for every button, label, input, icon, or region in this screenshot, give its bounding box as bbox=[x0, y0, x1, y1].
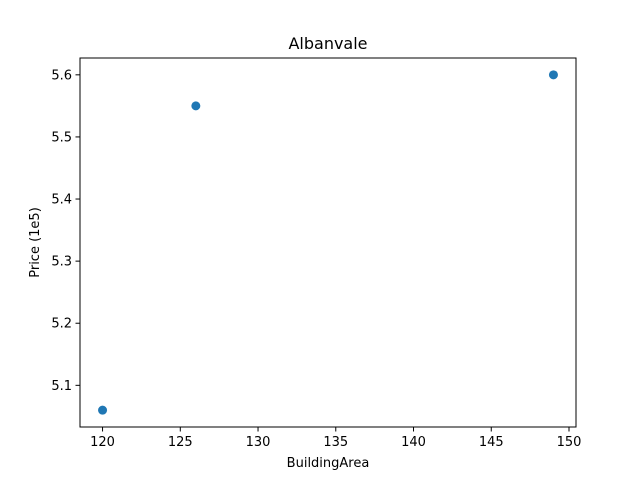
y-axis: 5.1 5.2 5.3 5.4 5.5 5.6 bbox=[51, 68, 80, 394]
x-axis: 120 125 130 135 140 145 150 bbox=[90, 427, 581, 450]
x-tick-label: 150 bbox=[557, 435, 582, 450]
y-axis-label: Price (1e5) bbox=[28, 207, 43, 278]
chart-title: Albanvale bbox=[288, 34, 367, 53]
y-tick-label: 5.4 bbox=[51, 193, 72, 208]
y-tick-label: 5.5 bbox=[51, 130, 72, 145]
plot-frame bbox=[79, 57, 577, 428]
y-tick-label: 5.6 bbox=[51, 68, 72, 83]
y-tick-label: 5.3 bbox=[51, 255, 72, 270]
x-tick-label: 130 bbox=[246, 435, 271, 450]
x-tick-label: 145 bbox=[479, 435, 504, 450]
x-tick-label: 135 bbox=[323, 435, 348, 450]
x-axis-label: BuildingArea bbox=[287, 456, 370, 471]
y-tick-label: 5.1 bbox=[51, 379, 72, 394]
plot-area bbox=[79, 57, 577, 428]
data-points bbox=[98, 70, 558, 415]
data-point bbox=[191, 101, 201, 111]
x-tick-label: 125 bbox=[168, 435, 193, 450]
data-point bbox=[548, 70, 558, 80]
x-tick-label: 140 bbox=[401, 435, 426, 450]
x-tick-label: 120 bbox=[90, 435, 115, 450]
y-tick-label: 5.2 bbox=[51, 317, 72, 332]
data-point bbox=[98, 405, 108, 415]
